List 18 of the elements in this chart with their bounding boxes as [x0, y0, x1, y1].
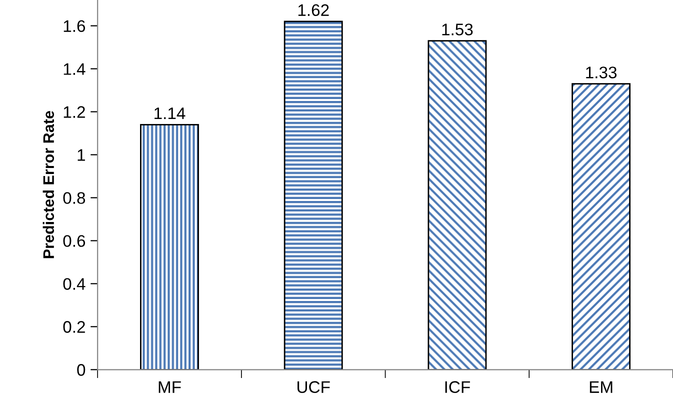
x-tick-label: MF	[158, 381, 181, 393]
y-tick-label: 0.4	[63, 278, 86, 290]
x-tick-label: EM	[590, 381, 612, 393]
x-tick-label: ICF	[445, 381, 470, 393]
y-tick-label: 1.6	[64, 20, 86, 32]
y-tick-label: 0.2	[63, 321, 85, 333]
data-label: 1.33	[586, 66, 617, 78]
y-tick-label: 0.6	[63, 235, 86, 247]
y-tick-label: 1	[78, 149, 85, 161]
y-tick-label: 1.2	[64, 106, 85, 118]
data-label: 1.53	[442, 24, 473, 36]
y-tick-label: 0.8	[63, 192, 86, 204]
data-label: 1.62	[298, 4, 329, 16]
data-label: 1.14	[154, 108, 186, 120]
y-tick-label: 0	[77, 364, 86, 376]
y-tick-label: 1.4	[64, 63, 86, 75]
y-axis-title: Predicted Error Rate	[42, 111, 54, 258]
x-tick-label: UCF	[298, 381, 330, 393]
